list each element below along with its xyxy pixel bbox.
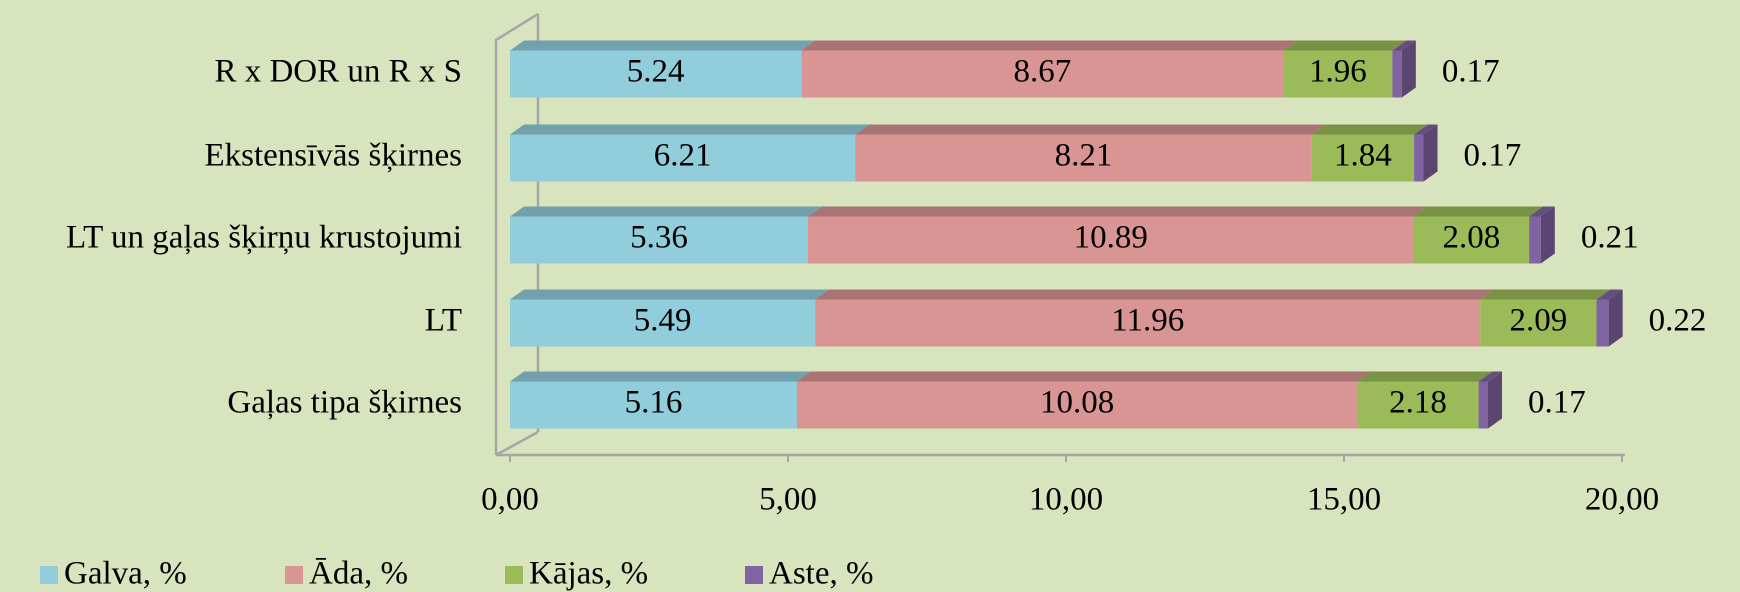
bar: [1311, 134, 1415, 182]
bar: [510, 381, 797, 429]
legend-label: Āda, %: [309, 556, 408, 592]
x-tick-label: 10,00: [1029, 482, 1103, 518]
bar: [1283, 50, 1393, 98]
bar-top: [855, 124, 1326, 135]
bar: [510, 134, 856, 182]
bar-top: [1357, 371, 1493, 382]
data-label: 5.24: [627, 54, 685, 90]
x-tick-label: 20,00: [1585, 482, 1659, 518]
bar-side: [1401, 40, 1416, 98]
data-label: 8.67: [1013, 54, 1071, 90]
bar-top: [1478, 371, 1503, 382]
data-label: 0.17: [1528, 385, 1586, 421]
bar-top: [801, 40, 1298, 51]
bar-top: [1414, 124, 1438, 135]
bar-top: [510, 124, 870, 135]
bar: [1413, 216, 1530, 264]
data-label: 1.84: [1334, 138, 1392, 174]
bar-top: [808, 206, 1428, 217]
back-wall: [494, 12, 539, 455]
bar-top: [815, 289, 1495, 300]
data-label: 10.08: [1040, 385, 1114, 421]
data-label: 2.18: [1389, 385, 1447, 421]
bar-top: [510, 371, 811, 382]
data-label: 0.21: [1581, 220, 1639, 256]
bar: [1414, 134, 1424, 182]
data-label: 0.17: [1442, 54, 1500, 90]
bar: [801, 50, 1284, 98]
bar: [1357, 381, 1479, 429]
data-label: 11.96: [1111, 303, 1184, 339]
data-label: 8.21: [1055, 138, 1113, 174]
bar-top: [1392, 40, 1416, 51]
bar-top: [796, 371, 1372, 382]
legend-label: Kājas, %: [529, 556, 648, 592]
data-label: 5.16: [625, 385, 683, 421]
bar-top: [1596, 289, 1623, 300]
y-tick-label: LT: [425, 303, 462, 339]
legend-swatch: [745, 566, 763, 584]
bar: [510, 299, 816, 347]
bar: [1529, 216, 1541, 264]
x-tick-label: 5,00: [759, 482, 817, 518]
data-label: 2.08: [1442, 220, 1500, 256]
bar: [1478, 381, 1489, 429]
data-label: 5.36: [630, 220, 688, 256]
data-label: 0.17: [1464, 138, 1522, 174]
bar: [796, 381, 1358, 429]
legend-label: Aste, %: [769, 556, 873, 592]
legend-swatch: [285, 566, 303, 584]
bar-top: [510, 206, 823, 217]
bar: [808, 216, 1414, 264]
bar-side: [1488, 371, 1503, 429]
bar: [510, 50, 802, 98]
bar-top: [510, 289, 830, 300]
data-label: 0.22: [1649, 303, 1707, 339]
data-label: 10.89: [1074, 220, 1148, 256]
y-tick-label: R x DOR un R x S: [214, 54, 462, 90]
legend-label: Galva, %: [64, 556, 187, 592]
data-label: 1.96: [1309, 54, 1367, 90]
data-label: 6.21: [654, 138, 712, 174]
x-tick-label: 0,00: [481, 482, 539, 518]
bar: [815, 299, 1481, 347]
bar-side: [1423, 124, 1438, 182]
bar-top: [1529, 206, 1555, 217]
y-tick-label: LT un gaļas šķirņu krustojumi: [66, 220, 462, 256]
data-label: 2.09: [1509, 303, 1567, 339]
bar-top: [510, 40, 816, 51]
bar-top: [1283, 40, 1407, 51]
legend-swatch: [40, 566, 58, 584]
bar-top: [1311, 124, 1429, 135]
bar-side: [1540, 206, 1555, 264]
bar-top: [1480, 289, 1611, 300]
x-tick-label: 15,00: [1307, 482, 1381, 518]
bar-side: [1608, 289, 1623, 347]
bar: [855, 134, 1312, 182]
data-label: 5.49: [634, 303, 692, 339]
bar: [1392, 50, 1402, 98]
bar: [1596, 299, 1609, 347]
bar: [1480, 299, 1597, 347]
y-tick-label: Ekstensīvās šķirnes: [204, 138, 462, 174]
bar-top: [1413, 206, 1544, 217]
bar: [510, 216, 809, 264]
y-tick-label: Gaļas tipa šķirnes: [227, 385, 462, 421]
floor: [495, 430, 539, 457]
legend-swatch: [505, 566, 523, 584]
